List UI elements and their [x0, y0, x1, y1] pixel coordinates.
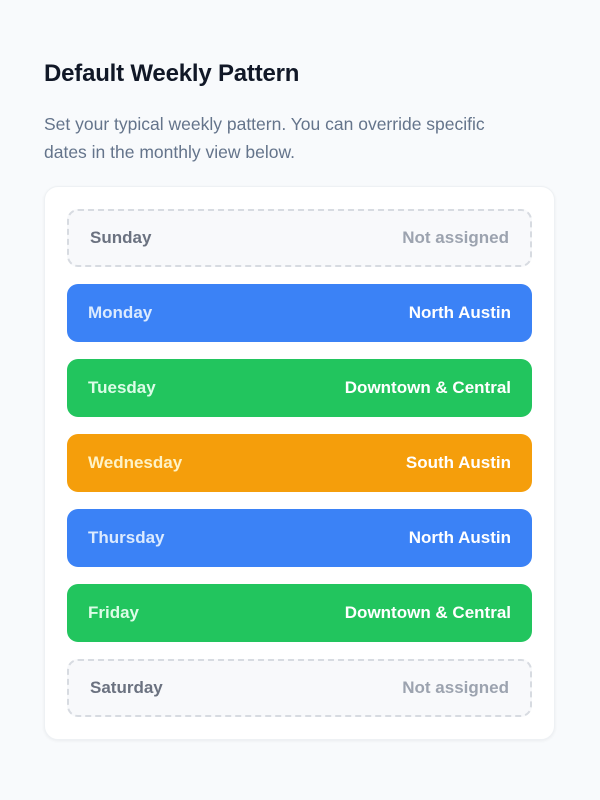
- day-label: Sunday: [90, 228, 152, 247]
- weekly-pattern-card: Sunday Not assigned Monday North Austin …: [44, 186, 555, 740]
- day-row-monday[interactable]: Monday North Austin: [67, 284, 532, 342]
- assignment-label: North Austin: [408, 303, 511, 322]
- day-row-sunday[interactable]: Sunday Not assigned: [67, 209, 532, 267]
- page-description: Set your typical weekly pattern. You can…: [44, 114, 485, 162]
- assignment-label: Downtown & Central: [344, 378, 511, 397]
- assignment-label: North Austin: [408, 528, 511, 547]
- assignment-label: South Austin: [405, 453, 511, 472]
- assignment-label: Not assigned: [402, 678, 509, 697]
- day-row-tuesday[interactable]: Tuesday Downtown & Central: [67, 359, 532, 417]
- day-label: Wednesday: [88, 453, 183, 472]
- day-label: Tuesday: [88, 378, 156, 397]
- day-row-saturday[interactable]: Saturday Not assigned: [67, 659, 532, 717]
- assignment-label: Downtown & Central: [344, 603, 511, 622]
- day-label: Monday: [88, 303, 153, 322]
- weekly-pattern-list: Sunday Not assigned Monday North Austin …: [67, 209, 532, 717]
- day-label: Saturday: [90, 678, 163, 697]
- day-row-thursday[interactable]: Thursday North Austin: [67, 509, 532, 567]
- day-row-wednesday[interactable]: Wednesday South Austin: [67, 434, 532, 492]
- page-title: Default Weekly Pattern: [44, 60, 300, 87]
- day-row-friday[interactable]: Friday Downtown & Central: [67, 584, 532, 642]
- weekly-pattern-section: Default Weekly Pattern Set your typical …: [44, 60, 555, 740]
- assignment-label: Not assigned: [402, 228, 509, 247]
- day-label: Friday: [88, 603, 140, 622]
- day-label: Thursday: [88, 528, 165, 547]
